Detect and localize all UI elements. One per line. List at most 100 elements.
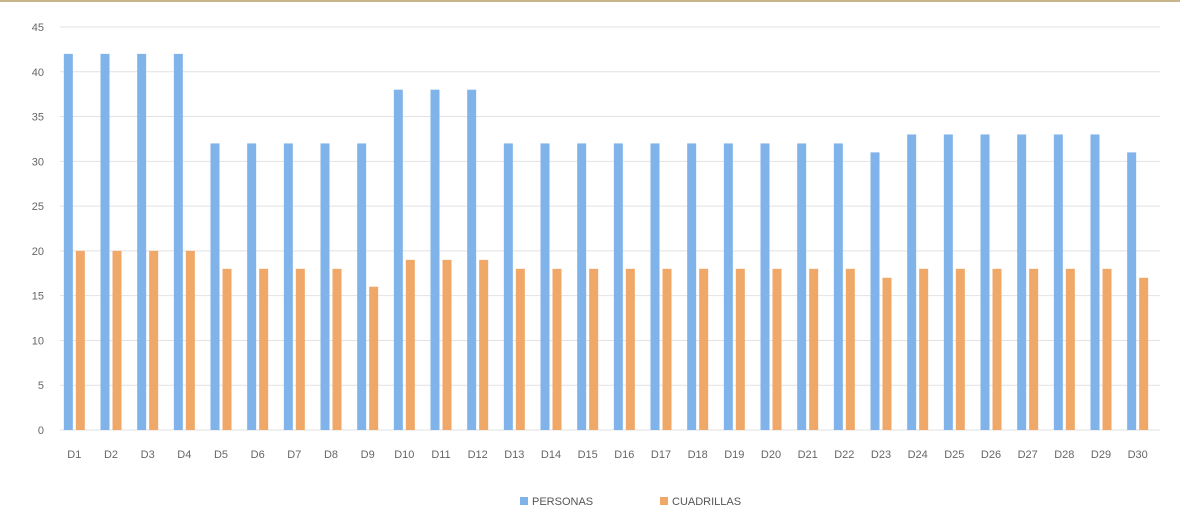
bar-cuadrillas-d25 bbox=[955, 268, 965, 430]
bar-personas-d25 bbox=[943, 134, 953, 430]
legend-swatch-personas bbox=[520, 497, 528, 505]
bar-cuadrillas-d9 bbox=[369, 286, 379, 430]
bar-personas-d21 bbox=[797, 143, 807, 430]
bar-personas-d20 bbox=[760, 143, 770, 430]
bar-cuadrillas-d14 bbox=[552, 268, 562, 430]
x-tick-label: D4 bbox=[177, 449, 191, 461]
bar-cuadrillas-d2 bbox=[112, 250, 122, 430]
x-tick-label: D22 bbox=[834, 449, 854, 461]
bar-cuadrillas-d21 bbox=[809, 268, 819, 430]
y-tick-label: 45 bbox=[32, 22, 44, 34]
x-tick-label: D13 bbox=[504, 449, 524, 461]
x-tick-label: D20 bbox=[761, 449, 781, 461]
y-tick-label: 5 bbox=[38, 380, 44, 392]
x-tick-label: D6 bbox=[251, 449, 265, 461]
y-tick-label: 30 bbox=[32, 156, 44, 168]
y-tick-label: 35 bbox=[32, 112, 44, 124]
x-tick-label: D7 bbox=[287, 449, 301, 461]
x-tick-label: D12 bbox=[468, 449, 488, 461]
bar-personas-d11 bbox=[430, 89, 440, 430]
x-tick-label: D3 bbox=[141, 449, 155, 461]
bar-personas-d18 bbox=[687, 143, 697, 430]
bar-personas-d19 bbox=[723, 143, 733, 430]
x-tick-label: D21 bbox=[798, 449, 818, 461]
x-tick-label: D16 bbox=[614, 449, 634, 461]
bar-cuadrillas-d19 bbox=[735, 268, 745, 430]
bar-cuadrillas-d30 bbox=[1139, 277, 1149, 430]
legend: PERSONAS CUADRILLAS bbox=[520, 496, 741, 508]
bar-personas-d27 bbox=[1017, 134, 1027, 430]
bar-personas-d5 bbox=[210, 143, 220, 430]
x-tick-label: D18 bbox=[688, 449, 708, 461]
bar-cuadrillas-d5 bbox=[222, 268, 232, 430]
bar-cuadrillas-d4 bbox=[185, 250, 195, 430]
bar-cuadrillas-d22 bbox=[845, 268, 855, 430]
bar-personas-d6 bbox=[247, 143, 257, 430]
x-tick-label: D10 bbox=[394, 449, 414, 461]
x-tick-label: D17 bbox=[651, 449, 671, 461]
bar-personas-d30 bbox=[1127, 152, 1137, 430]
bar-cuadrillas-d3 bbox=[149, 250, 159, 430]
bar-personas-d3 bbox=[137, 53, 147, 430]
bar-cuadrillas-d24 bbox=[919, 268, 929, 430]
legend-label-cuadrillas: CUADRILLAS bbox=[672, 496, 741, 508]
bar-personas-d22 bbox=[833, 143, 843, 430]
bar-personas-d10 bbox=[393, 89, 403, 430]
x-tick-label: D26 bbox=[981, 449, 1001, 461]
bar-cuadrillas-d18 bbox=[699, 268, 709, 430]
x-tick-label: D19 bbox=[724, 449, 744, 461]
bar-cuadrillas-d28 bbox=[1065, 268, 1075, 430]
y-tick-label: 0 bbox=[38, 425, 44, 437]
bar-personas-d16 bbox=[613, 143, 623, 430]
x-tick-label: D2 bbox=[104, 449, 118, 461]
x-tick-label: D15 bbox=[578, 449, 598, 461]
bar-personas-d8 bbox=[320, 143, 330, 430]
bar-cuadrillas-d29 bbox=[1102, 268, 1112, 430]
bar-cuadrillas-d23 bbox=[882, 277, 892, 430]
bar-personas-d15 bbox=[577, 143, 587, 430]
bar-cuadrillas-d10 bbox=[405, 259, 415, 430]
x-tick-label: D28 bbox=[1054, 449, 1074, 461]
bar-cuadrillas-d20 bbox=[772, 268, 782, 430]
bar-personas-d1 bbox=[63, 53, 73, 430]
x-tick-label: D30 bbox=[1128, 449, 1148, 461]
y-axis: 0 5 10 15 20 25 30 35 40 45 bbox=[32, 22, 44, 437]
y-tick-label: 10 bbox=[32, 335, 44, 347]
bar-personas-d4 bbox=[173, 53, 183, 430]
x-tick-label: D25 bbox=[944, 449, 964, 461]
legend-swatch-cuadrillas bbox=[660, 497, 668, 505]
x-tick-label: D29 bbox=[1091, 449, 1111, 461]
legend-label-personas: PERSONAS bbox=[532, 496, 593, 508]
bar-personas-d9 bbox=[357, 143, 367, 430]
bar-personas-d29 bbox=[1090, 134, 1100, 430]
x-tick-label: D14 bbox=[541, 449, 561, 461]
bar-cuadrillas-d6 bbox=[259, 268, 269, 430]
bar-personas-d13 bbox=[503, 143, 513, 430]
bar-personas-d28 bbox=[1053, 134, 1063, 430]
bar-cuadrillas-d12 bbox=[479, 259, 489, 430]
bar-personas-d24 bbox=[907, 134, 917, 430]
bar-personas-d12 bbox=[467, 89, 477, 430]
gridlines bbox=[60, 26, 1160, 431]
bar-personas-d14 bbox=[540, 143, 550, 430]
y-tick-label: 25 bbox=[32, 201, 44, 213]
bar-personas-d23 bbox=[870, 152, 880, 430]
y-tick-label: 40 bbox=[32, 67, 44, 79]
x-tick-label: D1 bbox=[67, 449, 81, 461]
bar-personas-d2 bbox=[100, 53, 110, 430]
x-tick-label: D9 bbox=[361, 449, 375, 461]
bar-cuadrillas-d13 bbox=[515, 268, 525, 430]
bars bbox=[63, 53, 1149, 430]
bar-cuadrillas-d16 bbox=[625, 268, 635, 430]
bar-personas-d7 bbox=[283, 143, 293, 430]
bar-cuadrillas-d17 bbox=[662, 268, 672, 430]
x-tick-label: D8 bbox=[324, 449, 338, 461]
bar-cuadrillas-d15 bbox=[589, 268, 599, 430]
bar-cuadrillas-d11 bbox=[442, 259, 452, 430]
bar-personas-d17 bbox=[650, 143, 660, 430]
x-tick-label: D24 bbox=[908, 449, 928, 461]
bar-cuadrillas-d7 bbox=[295, 268, 305, 430]
x-axis: D1 D2 D3 D4 D5 D6 D7 D8 D9 D10 D11 D12 D13 D14 D15 D16 D… bbox=[67, 449, 1147, 461]
x-tick-label: D11 bbox=[431, 449, 450, 461]
